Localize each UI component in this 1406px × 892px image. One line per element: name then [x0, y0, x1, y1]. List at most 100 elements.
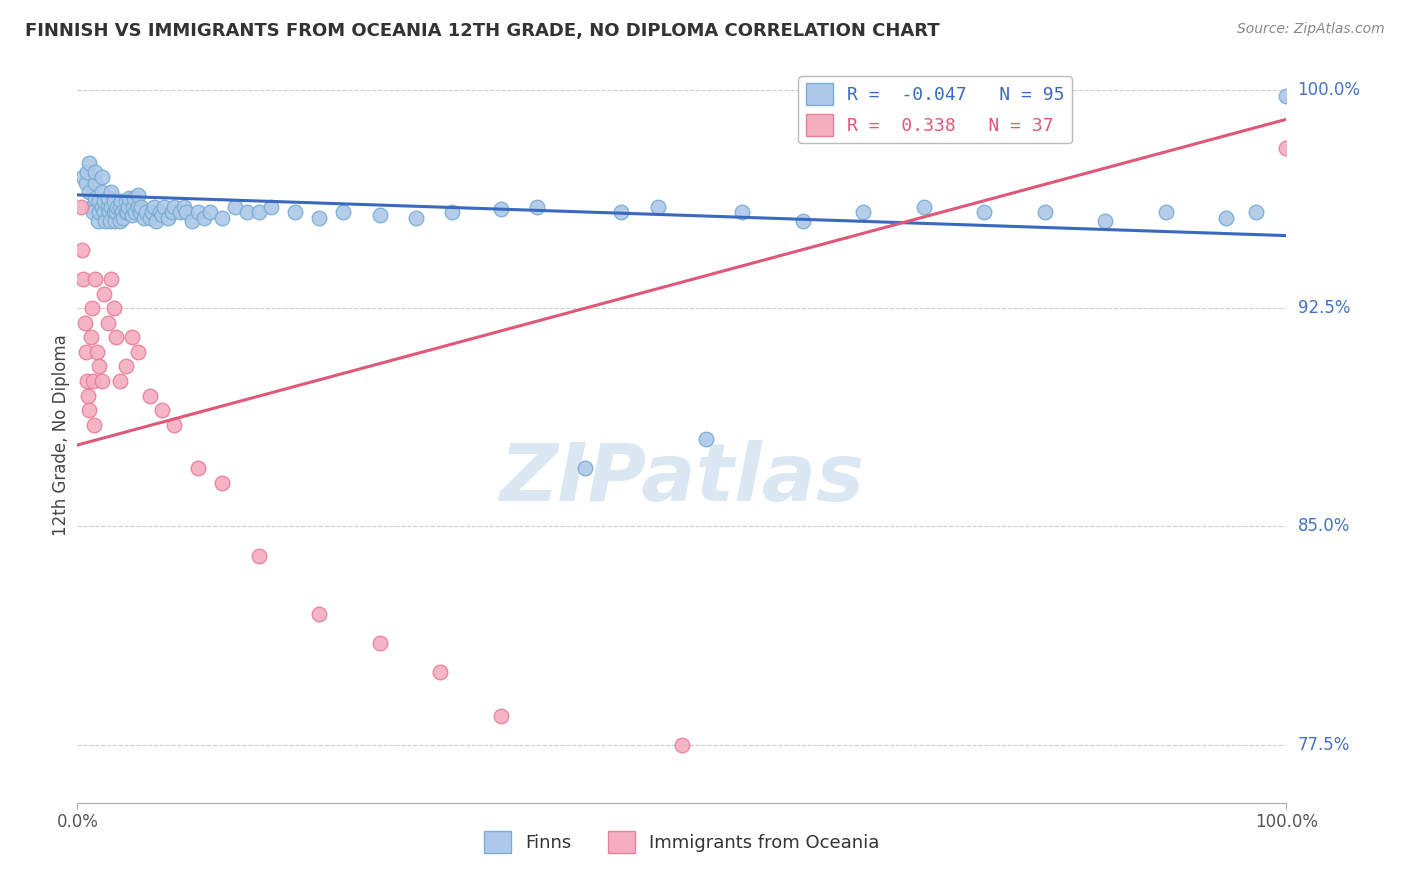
Point: [145, 214, 167, 228]
Point: [100, 185, 122, 199]
Point: [90, 200, 112, 214]
Point: [150, 403, 173, 417]
Point: [671, 738, 693, 752]
Point: [163, 200, 186, 214]
Point: [75, 176, 97, 190]
Point: [135, 205, 157, 219]
Point: [115, 205, 138, 219]
Point: [114, 359, 136, 374]
Point: [610, 205, 633, 219]
Point: [169, 205, 191, 219]
Point: [90, 374, 112, 388]
Point: [90, 170, 112, 185]
Point: [87, 194, 110, 208]
Point: [131, 200, 153, 214]
Point: [111, 205, 134, 219]
Point: [83, 417, 105, 432]
Point: [108, 200, 131, 214]
Point: [332, 205, 354, 219]
Point: [93, 286, 115, 301]
Point: [105, 330, 128, 344]
Text: FINNISH VS IMMIGRANTS FROM OCEANIA 12TH GRADE, NO DIPLOMA CORRELATION CHART: FINNISH VS IMMIGRANTS FROM OCEANIA 12TH …: [25, 22, 941, 40]
Point: [141, 205, 163, 219]
Point: [79, 330, 101, 344]
Point: [308, 607, 330, 621]
Point: [1094, 214, 1116, 228]
Point: [94, 214, 117, 228]
Point: [211, 211, 233, 226]
Point: [70, 243, 93, 257]
Point: [405, 211, 427, 226]
Point: [429, 665, 451, 679]
Y-axis label: 12th Grade, No Diploma: 12th Grade, No Diploma: [52, 334, 70, 536]
Point: [157, 211, 180, 226]
Point: [105, 200, 128, 214]
Point: [139, 211, 162, 226]
Point: [114, 205, 136, 219]
Point: [139, 388, 162, 402]
Point: [1215, 211, 1237, 226]
Point: [142, 200, 165, 214]
Point: [96, 191, 118, 205]
Point: [852, 205, 875, 219]
Text: ZIPatlas: ZIPatlas: [499, 440, 865, 518]
Point: [173, 200, 195, 214]
Point: [84, 176, 107, 190]
Point: [1275, 89, 1298, 103]
Point: [124, 205, 146, 219]
Point: [368, 636, 391, 650]
Point: [73, 316, 96, 330]
Point: [1033, 205, 1056, 219]
Point: [84, 164, 107, 178]
Point: [96, 200, 118, 214]
Text: 100.0%: 100.0%: [1298, 81, 1361, 99]
Point: [792, 214, 814, 228]
Point: [98, 214, 121, 228]
Point: [84, 191, 107, 205]
Legend: Finns, Immigrants from Oceania: Finns, Immigrants from Oceania: [477, 823, 887, 860]
Point: [1275, 141, 1298, 155]
Point: [121, 208, 143, 222]
Point: [112, 211, 135, 226]
Point: [489, 202, 512, 217]
Point: [87, 205, 110, 219]
Point: [153, 200, 176, 214]
Point: [129, 205, 152, 219]
Point: [75, 345, 97, 359]
Point: [104, 214, 127, 228]
Point: [526, 200, 548, 214]
Point: [108, 214, 131, 228]
Point: [79, 156, 101, 170]
Point: [132, 211, 155, 226]
Point: [181, 214, 204, 228]
Point: [148, 205, 170, 219]
Point: [70, 200, 93, 214]
Point: [973, 205, 995, 219]
Point: [79, 403, 101, 417]
Point: [200, 205, 222, 219]
Point: [247, 205, 270, 219]
Point: [187, 461, 209, 475]
Point: [90, 185, 112, 199]
Point: [187, 205, 209, 219]
Point: [72, 272, 94, 286]
Point: [96, 316, 118, 330]
Point: [110, 194, 132, 208]
Text: 92.5%: 92.5%: [1298, 300, 1350, 318]
Point: [93, 205, 115, 219]
Point: [163, 417, 186, 432]
Point: [77, 388, 100, 402]
Point: [308, 211, 330, 226]
Point: [574, 461, 596, 475]
Point: [100, 200, 122, 214]
Point: [79, 185, 101, 199]
Point: [103, 205, 125, 219]
Point: [235, 205, 257, 219]
Point: [80, 301, 103, 316]
Point: [84, 272, 107, 286]
Text: Source: ZipAtlas.com: Source: ZipAtlas.com: [1237, 22, 1385, 37]
Point: [76, 374, 98, 388]
Point: [100, 272, 122, 286]
Point: [105, 205, 128, 219]
Point: [441, 205, 464, 219]
